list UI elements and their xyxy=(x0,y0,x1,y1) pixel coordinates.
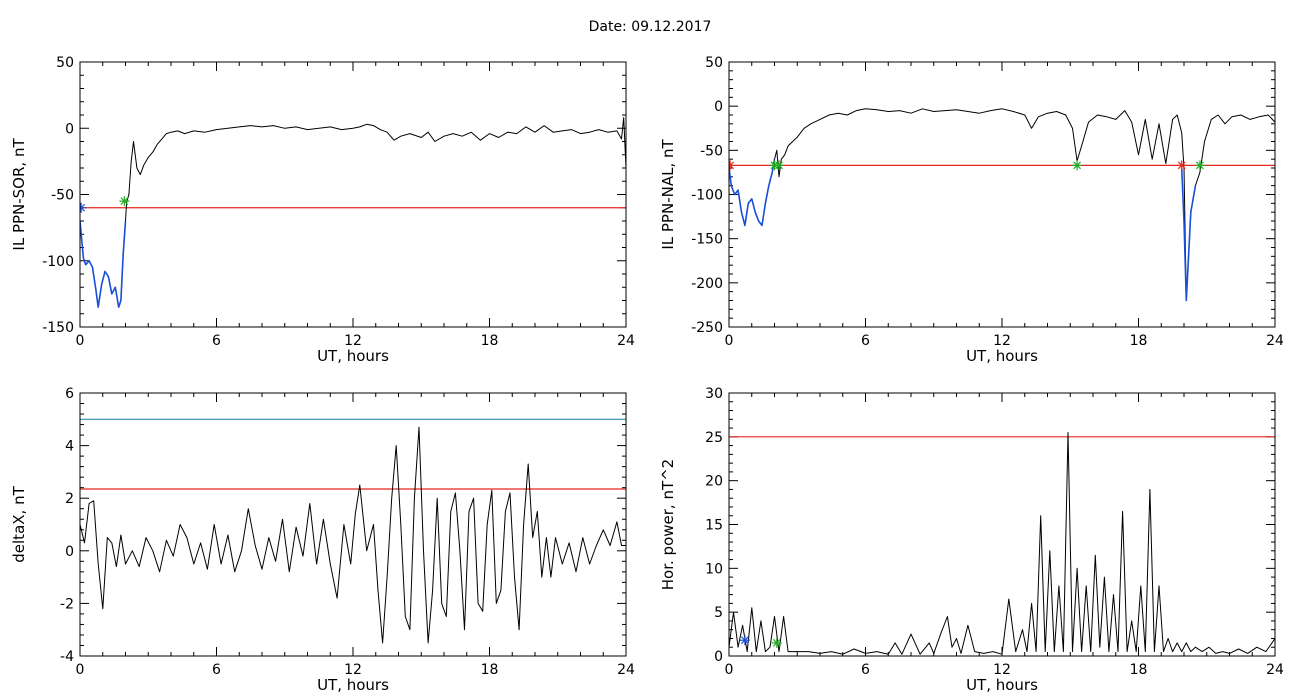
y-tick-label: 50 xyxy=(56,55,74,71)
y-tick-label: -100 xyxy=(42,254,74,270)
x-tick-label: 24 xyxy=(1266,333,1284,349)
x-tick-label: 24 xyxy=(617,333,635,349)
event-marker xyxy=(771,637,782,648)
plot-area xyxy=(80,418,626,644)
panel-ppn-nal: 0 6 12 18 24 -250 -200 -150 -100 -50 0 50 UT, hours I… xyxy=(659,55,1284,365)
x-tick-label: 18 xyxy=(481,662,499,678)
y-axis-label: IL PPN-NAL, nT xyxy=(659,139,677,250)
plot-frame xyxy=(728,392,1276,657)
x-tick-label: 12 xyxy=(344,662,362,678)
y-tick-label: 0 xyxy=(65,121,74,137)
plot-area xyxy=(729,108,1275,302)
y-tick-label: -250 xyxy=(691,320,723,336)
series-line xyxy=(729,432,1275,655)
x-tick-label: 24 xyxy=(617,662,635,678)
y-tick-label: 25 xyxy=(705,430,723,446)
figure-title: Date: 09.12.2017 xyxy=(588,19,712,35)
y-tick-label: -150 xyxy=(42,320,74,336)
y-tick-label: 50 xyxy=(705,55,723,71)
y-tick-label: 10 xyxy=(705,561,723,577)
x-tick-label: 24 xyxy=(1266,662,1284,678)
selected-segment xyxy=(1180,167,1197,302)
event-marker xyxy=(739,635,750,646)
y-tick-label: -2 xyxy=(60,596,74,612)
y-tick-label: -150 xyxy=(691,232,723,248)
x-tick-label: 0 xyxy=(725,333,734,349)
y-tick-label: -50 xyxy=(700,143,723,159)
y-axis-label: Hor. power, nT^2 xyxy=(659,459,677,590)
y-tick-label: 0 xyxy=(714,99,723,115)
x-tick-label: 12 xyxy=(993,333,1011,349)
x-tick-label: 6 xyxy=(212,662,221,678)
x-tick-label: 0 xyxy=(76,333,85,349)
plot-frame xyxy=(728,61,1276,328)
series-line xyxy=(729,108,1275,301)
event-marker xyxy=(1176,160,1187,171)
panel-hor-power: 0 6 12 18 24 0 5 10 15 20 25 30 UT, hours Hor. power,… xyxy=(659,386,1284,694)
y-axis-label: deltaX, nT xyxy=(10,485,28,562)
x-axis-label: UT, hours xyxy=(317,676,389,694)
x-axis-label: UT, hours xyxy=(966,347,1038,365)
event-marker xyxy=(1194,160,1205,171)
x-tick-label: 18 xyxy=(1130,333,1148,349)
y-tick-label: 0 xyxy=(65,544,74,560)
y-axis-label: IL PPN-SOR, nT xyxy=(10,138,28,251)
selected-segment xyxy=(729,159,776,227)
series-line xyxy=(80,426,626,644)
event-marker xyxy=(1072,160,1083,171)
series-line xyxy=(80,117,626,308)
plot-frame xyxy=(79,392,627,657)
y-tick-label: 2 xyxy=(65,491,74,507)
x-tick-label: 6 xyxy=(861,662,870,678)
event-marker xyxy=(80,202,87,213)
event-marker xyxy=(774,160,785,171)
y-tick-label: -4 xyxy=(60,649,74,665)
x-axis-label: UT, hours xyxy=(966,676,1038,694)
y-tick-label: 5 xyxy=(714,605,723,621)
y-tick-label: -100 xyxy=(691,188,723,204)
plot-area xyxy=(80,117,626,308)
selected-segment xyxy=(80,220,127,308)
x-tick-label: 18 xyxy=(481,333,499,349)
x-tick-label: 18 xyxy=(1130,662,1148,678)
y-tick-label: 15 xyxy=(705,518,723,534)
panel-ppn-sor: 0 6 12 18 24 -150 -100 -50 0 50 UT, hours IL PPN-SO… xyxy=(10,55,635,365)
x-tick-label: 6 xyxy=(212,333,221,349)
y-tick-label: 30 xyxy=(705,386,723,402)
x-tick-label: 12 xyxy=(993,662,1011,678)
x-tick-label: 12 xyxy=(344,333,362,349)
y-tick-label: -50 xyxy=(51,188,74,204)
x-tick-label: 0 xyxy=(76,662,85,678)
event-marker xyxy=(119,196,130,207)
y-tick-label: 0 xyxy=(714,649,723,665)
x-tick-label: 6 xyxy=(861,333,870,349)
plot-area xyxy=(729,432,1275,655)
y-tick-label: 4 xyxy=(65,439,74,455)
x-tick-label: 0 xyxy=(725,662,734,678)
y-tick-label: 6 xyxy=(65,386,74,402)
x-axis-label: UT, hours xyxy=(317,347,389,365)
y-tick-label: 20 xyxy=(705,474,723,490)
y-tick-label: -200 xyxy=(691,276,723,292)
event-marker xyxy=(729,160,736,171)
plot-frame xyxy=(79,61,627,328)
